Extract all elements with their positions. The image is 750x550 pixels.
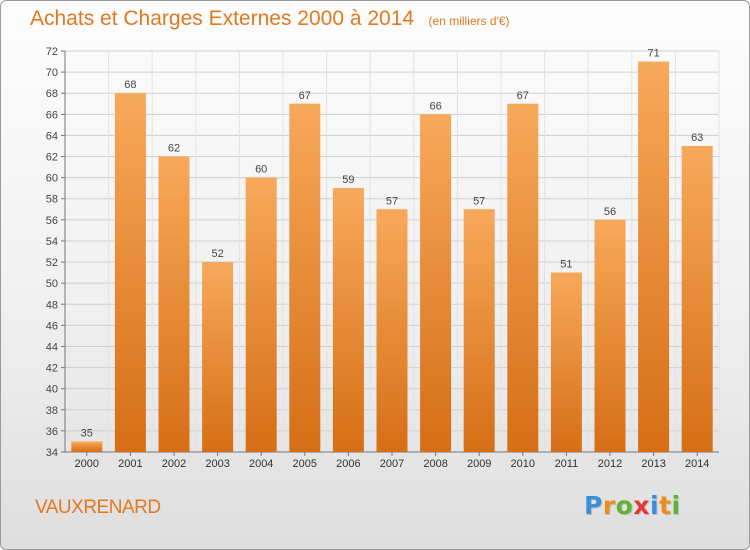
proxiti-logo: Proxiti xyxy=(584,491,681,520)
bar-top-2014 xyxy=(681,145,713,148)
value-label-2001: 68 xyxy=(124,79,136,91)
bar-2000 xyxy=(71,441,103,452)
place-name: VAUXRENARD xyxy=(35,497,161,518)
value-label-2007: 57 xyxy=(386,195,398,207)
bar-2014 xyxy=(681,145,713,452)
x-tick-label-2014: 2014 xyxy=(685,458,709,470)
bar-2010 xyxy=(507,103,539,453)
value-label-2000: 35 xyxy=(81,427,93,439)
y-tick-label: 36 xyxy=(46,426,58,438)
x-tick-label-2011: 2011 xyxy=(555,458,579,470)
value-label-2006: 59 xyxy=(342,174,354,186)
y-tick-label: 66 xyxy=(46,109,58,121)
x-tick-label-2005: 2005 xyxy=(293,458,317,470)
title-row: Achats et Charges Externes 2000 à 2014 (… xyxy=(30,7,510,31)
bar-2005 xyxy=(289,103,321,453)
y-tick-label: 52 xyxy=(46,257,58,269)
bar-2013 xyxy=(638,61,670,452)
value-label-2011: 51 xyxy=(560,259,572,271)
bar-top-2010 xyxy=(507,103,539,106)
bar-2007 xyxy=(376,209,408,452)
bar-top-2008 xyxy=(420,114,452,117)
x-tick-label-2002: 2002 xyxy=(162,458,186,470)
logo-letter: o xyxy=(615,491,634,520)
bar-2011 xyxy=(550,272,582,452)
value-label-2010: 67 xyxy=(517,90,529,102)
value-label-2013: 71 xyxy=(647,48,659,60)
bar-2003 xyxy=(202,262,234,452)
y-tick-label: 50 xyxy=(46,278,58,290)
x-tick-label-2004: 2004 xyxy=(249,458,273,470)
logo-letter: t xyxy=(659,491,672,520)
bar-top-2013 xyxy=(638,61,670,64)
bar-top-2009 xyxy=(463,209,495,212)
labels: 34 36 38 40 42 44 46 48 50 52 54 56 58 60 62 64 66 68 70 72… xyxy=(46,46,710,470)
x-tick-label-2010: 2010 xyxy=(511,458,535,470)
bar-top-2005 xyxy=(289,103,321,106)
y-tick-label: 34 xyxy=(46,447,58,459)
value-label-2002: 62 xyxy=(168,143,180,155)
x-tick-label-2013: 2013 xyxy=(641,458,665,470)
logo-letter: P xyxy=(584,491,603,520)
bar-top-2004 xyxy=(245,177,277,180)
y-tick-label: 42 xyxy=(46,363,58,375)
y-tick-label: 62 xyxy=(46,152,58,164)
chart-unit-note: (en milliers d'€) xyxy=(428,14,510,28)
bar-top-2003 xyxy=(202,262,234,265)
bar-top-2000 xyxy=(71,441,103,444)
value-label-2008: 66 xyxy=(429,100,441,112)
y-tick-label: 70 xyxy=(46,67,58,79)
y-tick-label: 72 xyxy=(46,46,58,58)
bar-top-2011 xyxy=(550,272,582,275)
bar-2006 xyxy=(332,188,364,452)
value-label-2009: 57 xyxy=(473,195,485,207)
y-tick-label: 58 xyxy=(46,194,58,206)
y-tick-label: 38 xyxy=(46,405,58,417)
x-tick-label-2001: 2001 xyxy=(118,458,142,470)
value-label-2014: 63 xyxy=(691,132,703,144)
x-tick-label-2003: 2003 xyxy=(205,458,229,470)
logo-letter: r xyxy=(602,491,616,520)
bar-top-2007 xyxy=(376,209,408,212)
y-tick-label: 40 xyxy=(46,384,58,396)
bar-top-2002 xyxy=(158,156,190,159)
y-tick-label: 46 xyxy=(46,320,58,332)
y-tick-label: 48 xyxy=(46,299,58,311)
logo-letter: i xyxy=(671,491,681,520)
value-label-2004: 60 xyxy=(255,164,267,176)
bar-top-2001 xyxy=(114,93,146,96)
x-tick-label-2006: 2006 xyxy=(336,458,360,470)
y-tick-label: 54 xyxy=(46,236,58,248)
bar-2009 xyxy=(463,209,495,452)
bar-2002 xyxy=(158,156,190,453)
y-tick-label: 64 xyxy=(46,130,58,142)
y-tick-label: 56 xyxy=(46,215,58,227)
value-label-2012: 56 xyxy=(604,206,616,218)
y-tick-label: 68 xyxy=(46,88,58,100)
bar-2012 xyxy=(594,219,626,452)
value-label-2005: 67 xyxy=(299,90,311,102)
x-tick-label-2007: 2007 xyxy=(380,458,404,470)
bar-2008 xyxy=(420,114,452,452)
x-tick-label-2000: 2000 xyxy=(75,458,99,470)
x-tick-label-2009: 2009 xyxy=(467,458,491,470)
bar-top-2006 xyxy=(332,188,364,191)
bar-2004 xyxy=(245,177,277,452)
chart-title: Achats et Charges Externes 2000 à 2014 xyxy=(30,7,415,30)
bar-2001 xyxy=(114,93,146,453)
logo-letter: x xyxy=(633,491,650,520)
value-label-2003: 52 xyxy=(211,248,223,260)
y-tick-label: 60 xyxy=(46,173,58,185)
logo-letter: i xyxy=(650,491,660,520)
x-tick-label-2008: 2008 xyxy=(423,458,447,470)
bar-top-2012 xyxy=(594,219,626,222)
x-tick-label-2012: 2012 xyxy=(598,458,622,470)
bars xyxy=(71,61,713,453)
y-tick-label: 44 xyxy=(46,341,58,353)
